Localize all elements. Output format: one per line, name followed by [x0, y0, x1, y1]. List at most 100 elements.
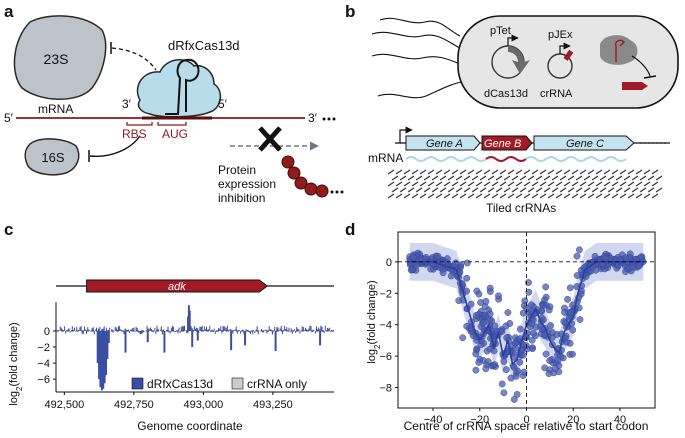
crrna-tile [607, 187, 615, 193]
aug-label: AUG [162, 127, 188, 141]
d-point [491, 361, 499, 368]
crrna-tile [407, 187, 415, 193]
d-point [459, 334, 467, 342]
c-x-tick-label: 492,500 [44, 399, 84, 411]
crrna-tile [507, 169, 515, 175]
d-point [500, 358, 508, 365]
d-point [551, 364, 559, 372]
d-x-tick-label: 20 [567, 414, 579, 426]
d-point [560, 318, 568, 325]
crrna-tile [491, 169, 499, 175]
crrna-tile [627, 193, 635, 199]
c-y-tick-label: −4 [37, 358, 50, 370]
d-point [516, 325, 524, 333]
crrna-tile [435, 169, 443, 175]
crrna-tile [591, 175, 599, 181]
crrna-tile [571, 193, 579, 199]
crrna-tile [499, 193, 507, 199]
flagella [371, 17, 463, 99]
crrna-tile [467, 193, 475, 199]
d-point [488, 317, 496, 325]
d-point [484, 358, 492, 365]
crrna-tile [403, 181, 411, 187]
beads-ellipsis-dot [340, 190, 344, 194]
crrna-tile [495, 175, 503, 181]
crrna-tile [599, 175, 607, 181]
d-y-tick-label: 0 [386, 257, 392, 269]
crrna-tile [591, 187, 599, 193]
crrna-tile [487, 187, 495, 193]
crrna-tile [391, 175, 399, 181]
crrna-tile [647, 175, 655, 181]
crrna-tile [427, 181, 435, 187]
crrna-tile [467, 169, 475, 175]
crrna-tile [435, 181, 443, 187]
genome-track-chart: 0 −2 −4 −6 492,500 492,750 493,000 493,250 [37, 302, 334, 411]
mrna-label-a: mRNA [38, 102, 73, 116]
crrna-tile [399, 175, 407, 181]
crrna-tile [427, 169, 435, 175]
d-point [622, 268, 629, 275]
crrna-tile [651, 169, 659, 175]
d-ylabel: log2(fold change) [366, 280, 382, 363]
d-point [408, 265, 416, 273]
crrna-tile [603, 193, 611, 199]
crrna-tile [447, 175, 455, 181]
crrna-tile [579, 169, 587, 175]
crrna-tile [639, 175, 647, 181]
result-text-line2: expression [218, 177, 276, 191]
d-point [566, 284, 574, 292]
crrna-tile [583, 187, 591, 193]
crrna-tile [407, 175, 415, 181]
crrna-tile [415, 187, 423, 193]
mrna-wave [525, 156, 627, 162]
crrna-tile [423, 187, 431, 193]
crrna-tile [419, 181, 427, 187]
crrna-tile [543, 187, 551, 193]
c-x-tick-label: 493,250 [253, 399, 293, 411]
ptet-promoter-arrow [507, 34, 519, 46]
crrna-tile [511, 175, 519, 181]
d-point [545, 370, 553, 378]
d-point [409, 253, 417, 261]
result-text-line1: Protein [218, 163, 256, 177]
d-point [542, 350, 550, 358]
crrna-tile [447, 187, 455, 193]
crrna-tile [399, 187, 407, 193]
crrna-tile [515, 193, 523, 199]
crrna-tile [563, 193, 571, 199]
crrna-tile [491, 181, 499, 187]
crrna-tile [507, 181, 515, 187]
d-point [569, 326, 577, 334]
legend-label-control: crRNA only [247, 377, 307, 391]
crrna-tile [579, 193, 587, 199]
crrna-tile [527, 187, 535, 193]
crrna-label: crRNA [540, 88, 573, 100]
beads-ellipsis-dot [330, 190, 334, 194]
legend-label-cas13d: dRfxCas13d [147, 377, 213, 391]
rbs-label: RBS [122, 127, 147, 141]
inhibition-solid-line [89, 135, 141, 157]
crrna-tile [619, 193, 627, 199]
d-point [602, 254, 610, 262]
d-point [475, 359, 483, 366]
ribosome-16s-label: 16S [41, 150, 64, 165]
ribosome-16s-shape [24, 138, 80, 176]
crrna-tile [583, 175, 591, 181]
crrna-tile [647, 187, 655, 193]
crrna-tile [459, 181, 467, 187]
crrna-tile [419, 193, 427, 199]
crrna-in-cell [614, 39, 626, 62]
crrna-tile [563, 181, 571, 187]
crrna-tile [463, 187, 471, 193]
gene-c-label: Gene C [566, 138, 604, 150]
crrna-tile [511, 187, 519, 193]
crrna-tile [535, 187, 543, 193]
d-point [513, 390, 521, 398]
crrna-tile [387, 169, 395, 175]
block-cross-icon [258, 126, 282, 152]
crrna-tile [595, 193, 603, 199]
d-point [486, 345, 494, 353]
crrna-tile [575, 187, 583, 193]
d-point [530, 316, 537, 324]
